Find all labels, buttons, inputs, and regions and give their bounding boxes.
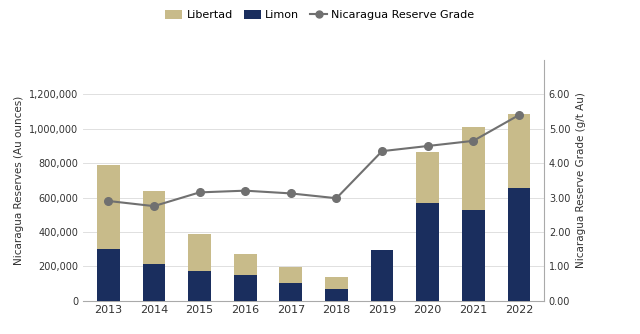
Nicaragua Reserve Grade: [196, 190, 204, 194]
Bar: [325, 277, 348, 289]
Bar: [143, 264, 165, 301]
Bar: [97, 165, 120, 249]
Nicaragua Reserve Grade: [333, 196, 340, 200]
Bar: [325, 289, 348, 301]
Bar: [234, 275, 257, 301]
Bar: [462, 209, 484, 301]
Nicaragua Reserve Grade: [150, 204, 157, 208]
Nicaragua Reserve Grade: [104, 199, 112, 203]
Bar: [416, 203, 439, 301]
Y-axis label: Nicaragua Reserves (Au ounces): Nicaragua Reserves (Au ounces): [13, 96, 24, 265]
Bar: [508, 188, 531, 301]
Nicaragua Reserve Grade: [287, 191, 294, 195]
Nicaragua Reserve Grade: [424, 144, 431, 148]
Bar: [188, 233, 211, 272]
Bar: [97, 249, 120, 301]
Y-axis label: Nicaragua Reserve Grade (g/t Au): Nicaragua Reserve Grade (g/t Au): [576, 93, 586, 268]
Nicaragua Reserve Grade: [378, 149, 386, 153]
Bar: [371, 250, 394, 301]
Line: Nicaragua Reserve Grade: Nicaragua Reserve Grade: [104, 111, 523, 210]
Bar: [508, 114, 531, 188]
Bar: [234, 254, 257, 275]
Legend: Libertad, Limon, Nicaragua Reserve Grade: Libertad, Limon, Nicaragua Reserve Grade: [161, 6, 479, 25]
Bar: [143, 191, 165, 264]
Nicaragua Reserve Grade: [241, 189, 249, 193]
Bar: [280, 267, 302, 283]
Bar: [416, 152, 439, 203]
Bar: [462, 127, 484, 209]
Bar: [188, 272, 211, 301]
Nicaragua Reserve Grade: [470, 139, 477, 143]
Bar: [280, 283, 302, 301]
Nicaragua Reserve Grade: [515, 113, 523, 117]
